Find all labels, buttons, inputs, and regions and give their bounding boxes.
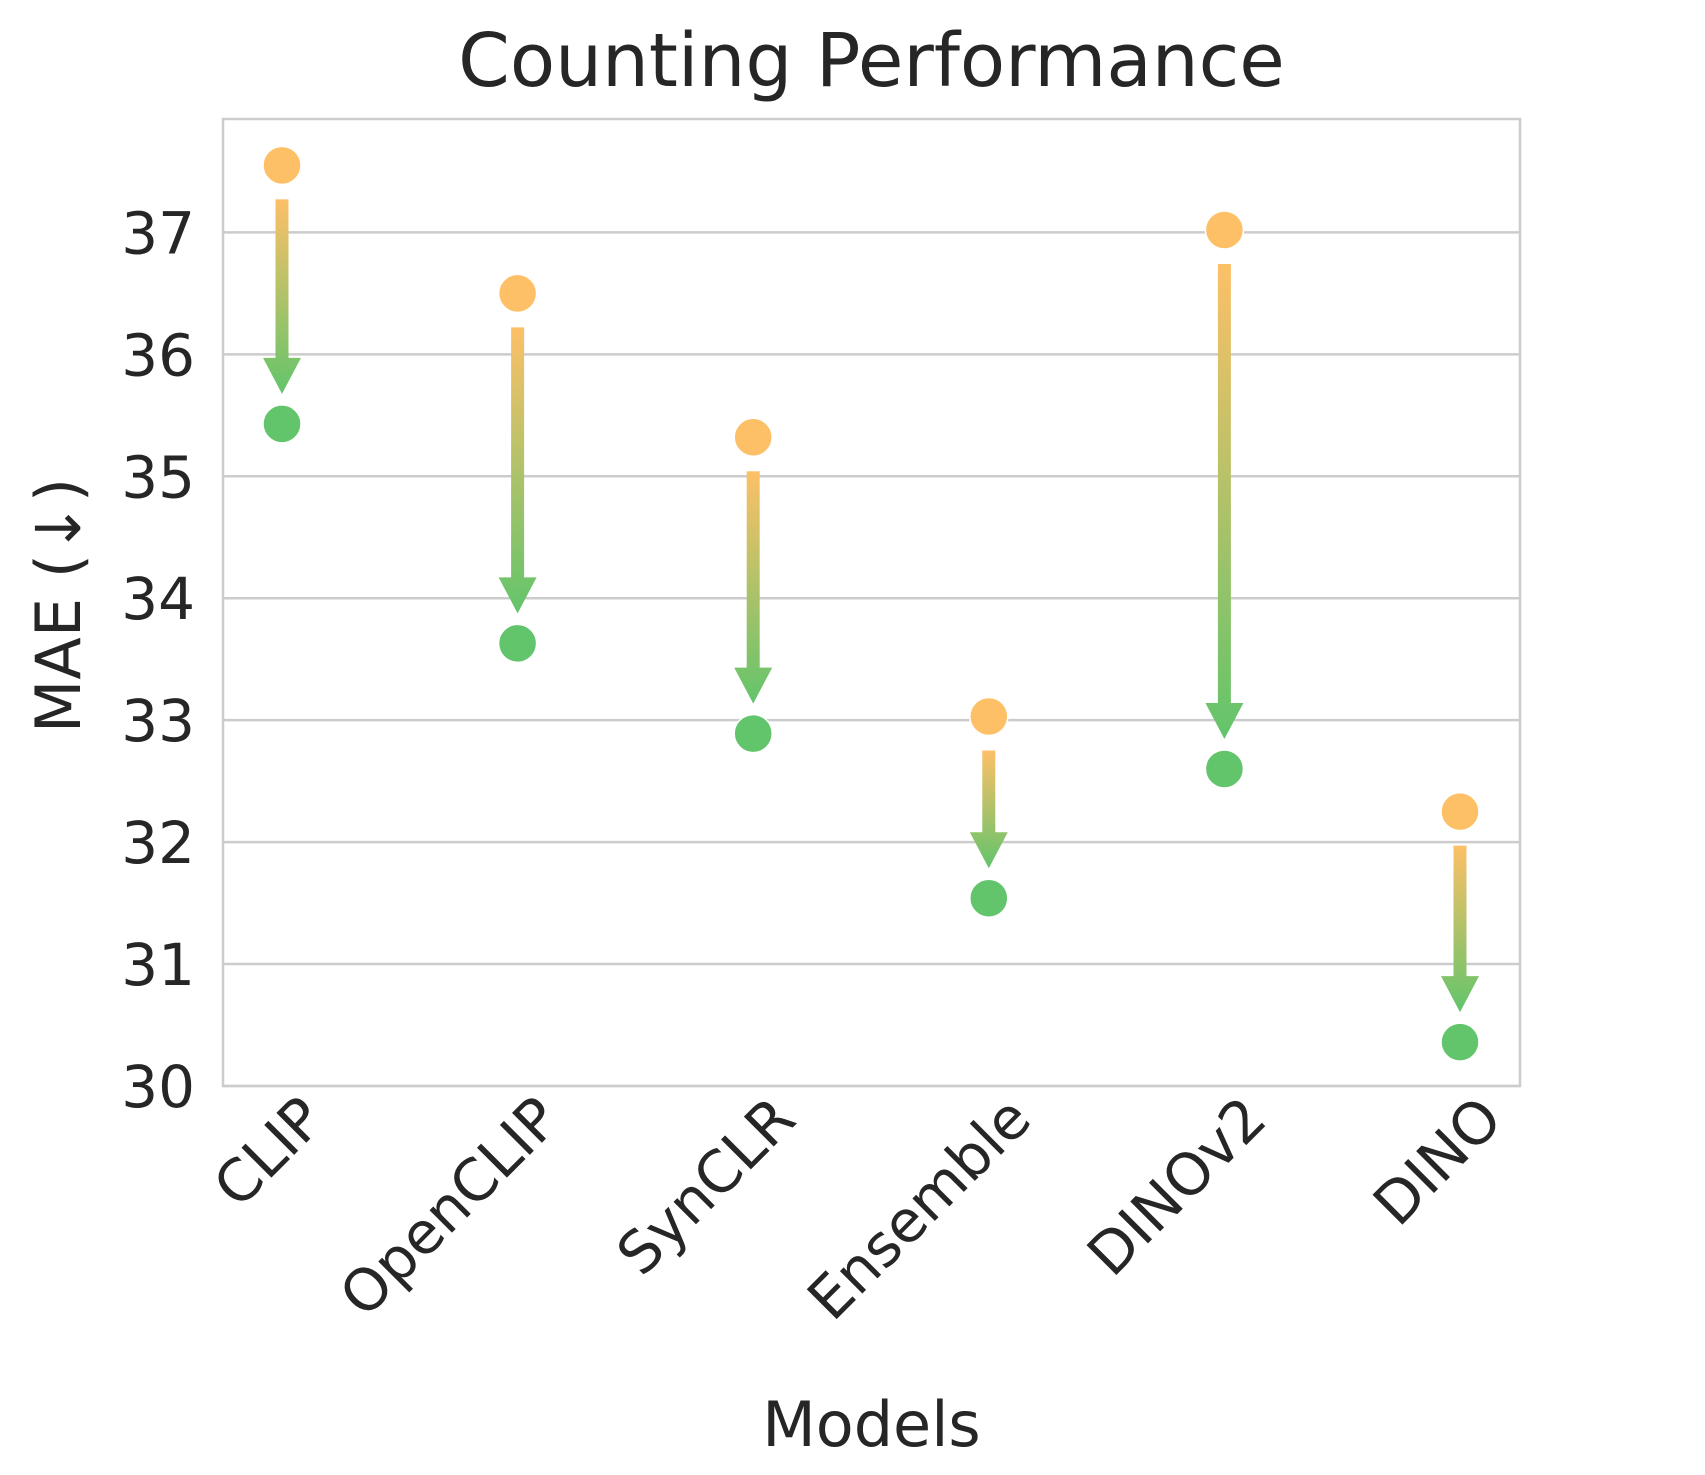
arrow xyxy=(1205,263,1244,739)
y-tick-label: 34 xyxy=(121,565,195,633)
arrow-head xyxy=(734,667,773,704)
arrow xyxy=(263,199,301,394)
arrow-head xyxy=(263,357,301,394)
start-point xyxy=(497,273,538,314)
arrow xyxy=(1441,845,1479,1013)
y-axis-title: MAE (↓) xyxy=(22,478,95,733)
plot-frame xyxy=(221,117,1522,1088)
arrows xyxy=(263,199,1479,1013)
arrow-shaft xyxy=(275,199,289,359)
arrow-shaft xyxy=(1453,845,1467,978)
start-point xyxy=(733,417,773,458)
y-tick-label: 30 xyxy=(121,1053,195,1121)
arrow-shaft xyxy=(982,750,996,834)
start-point xyxy=(1440,791,1480,832)
arrow-shaft xyxy=(746,471,760,669)
y-tick-label: 35 xyxy=(121,443,195,511)
start-point xyxy=(969,696,1009,737)
arrow xyxy=(969,750,1008,869)
y-tick-label: 33 xyxy=(121,687,195,755)
end-point xyxy=(497,623,538,664)
points xyxy=(262,145,1480,1062)
end-point xyxy=(1204,749,1245,789)
end-point xyxy=(733,713,773,754)
y-tick-label: 37 xyxy=(121,199,195,267)
end-point xyxy=(262,404,302,444)
arrow-shaft xyxy=(1217,263,1231,704)
start-point xyxy=(1204,210,1245,250)
y-tick-label: 31 xyxy=(121,931,195,999)
y-tick-labels: 30 31 32 33 34 35 36 37 xyxy=(121,199,195,1121)
end-point xyxy=(969,878,1009,918)
arrow-head xyxy=(1441,976,1479,1013)
arrow xyxy=(734,471,773,704)
y-tick-label: 32 xyxy=(121,809,195,877)
arrow-head xyxy=(1205,702,1244,739)
arrow-head xyxy=(969,832,1008,869)
start-point xyxy=(262,145,302,186)
arrow xyxy=(498,327,537,614)
y-tick-label: 36 xyxy=(121,321,195,389)
end-point xyxy=(1440,1022,1480,1062)
x-axis-title: Models xyxy=(762,1388,980,1461)
chart-title: Counting Performance xyxy=(458,18,1285,104)
arrow-shaft xyxy=(511,327,525,579)
arrow-head xyxy=(498,577,537,614)
